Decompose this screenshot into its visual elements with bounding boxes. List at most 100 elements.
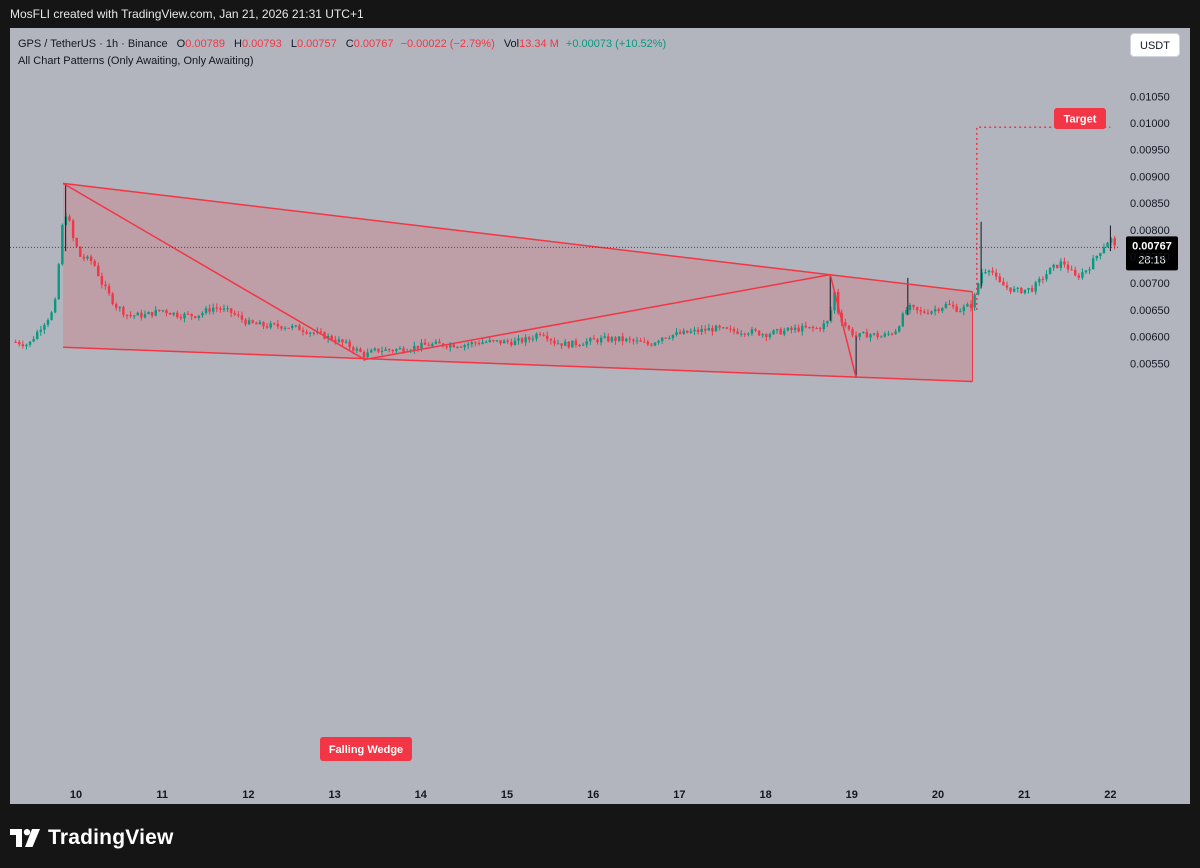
low-label: L: [290, 38, 297, 50]
candle-body: [696, 329, 700, 332]
candle-body: [215, 307, 218, 309]
candle-body: [294, 325, 298, 327]
candle-body: [686, 330, 689, 333]
change-value: −0.00022 (−2.79%): [400, 38, 495, 50]
candle-body: [578, 345, 581, 347]
candle-body: [643, 341, 646, 343]
candle-body: [797, 327, 800, 332]
candle-body: [434, 341, 438, 344]
candle-body: [352, 347, 355, 351]
symbol-label[interactable]: GPS / TetherUS · 1h · Binance: [18, 38, 168, 50]
candle-body: [844, 322, 847, 326]
y-tick-label: 0.00600: [1130, 332, 1170, 344]
candle-body: [912, 304, 915, 307]
candle-body: [646, 341, 649, 345]
candle-body: [1070, 269, 1073, 271]
candle-body: [736, 331, 739, 334]
candle-body: [150, 312, 154, 316]
candle-body: [987, 270, 991, 273]
candle-body: [804, 325, 808, 328]
candle-body: [1023, 289, 1027, 294]
candle-body: [481, 342, 484, 344]
candle-body: [596, 339, 599, 343]
candle-body: [628, 338, 632, 340]
candle-body: [143, 314, 147, 318]
candle-body: [790, 327, 793, 330]
candle-body: [495, 340, 499, 342]
candle-body: [553, 340, 556, 344]
tradingview-logo[interactable]: TradingView: [10, 823, 174, 853]
x-tick-label: 11: [156, 789, 168, 801]
candle-body: [158, 309, 161, 311]
candle-body: [1066, 264, 1070, 270]
candle-body: [79, 246, 82, 257]
candle-body: [1041, 278, 1045, 280]
candle-body: [732, 328, 736, 332]
open-value: 0.00789: [185, 38, 225, 50]
candle-body: [693, 329, 696, 332]
candle-body: [305, 331, 308, 334]
candle-body: [923, 311, 926, 313]
candle-body: [14, 341, 17, 343]
x-tick-label: 14: [415, 789, 428, 801]
candle-body: [251, 320, 254, 323]
candle-body: [1034, 282, 1037, 292]
legend-indicator-row: All Chart Patterns (Only Awaiting, Only …: [18, 53, 666, 70]
candle-body: [1095, 255, 1098, 259]
tradingview-logo-icon: [10, 829, 40, 847]
candle-body: [132, 315, 136, 317]
candle-body: [664, 337, 667, 339]
candle-body: [933, 309, 937, 312]
candle-body: [599, 337, 603, 343]
candle-body: [768, 334, 772, 338]
x-tick-label: 22: [1104, 789, 1116, 801]
candle-body: [373, 348, 377, 351]
candle-body: [607, 336, 610, 342]
candle-body: [467, 344, 470, 346]
candle-body: [944, 303, 948, 308]
candle-body: [546, 335, 549, 340]
candle-body: [1020, 287, 1023, 294]
candle-body: [1074, 269, 1077, 276]
candle-body: [1048, 267, 1052, 275]
candle-body: [499, 340, 502, 344]
volume-label: Vol: [503, 38, 520, 50]
candle-body: [1109, 238, 1113, 243]
open-label: O: [176, 38, 186, 50]
currency-button[interactable]: USDT: [1130, 33, 1180, 57]
candle-body: [413, 345, 416, 351]
candle-body: [829, 310, 833, 322]
candle-body: [567, 341, 570, 348]
indicator-label[interactable]: All Chart Patterns (Only Awaiting, Only …: [18, 55, 254, 67]
candle-body: [28, 341, 32, 345]
y-tick-label: 0.00800: [1130, 225, 1170, 237]
candle-body: [1099, 253, 1102, 256]
candle-body: [614, 337, 617, 341]
candle-body: [176, 312, 179, 318]
candle-body: [898, 326, 901, 332]
candle-body: [387, 349, 391, 351]
candle-body: [811, 326, 815, 329]
candle-body: [783, 330, 786, 335]
candle-body: [729, 328, 732, 330]
high-value: 0.00793: [242, 38, 282, 50]
candle-body: [168, 312, 172, 315]
header-bar: MosFLI created with TradingView.com, Jan…: [0, 0, 1200, 28]
candle-body: [1030, 287, 1034, 292]
candle-body: [632, 339, 635, 342]
candle-body: [384, 349, 387, 351]
candle-body: [420, 342, 423, 349]
candle-body: [528, 337, 531, 340]
candle-body: [398, 348, 402, 350]
candle-body: [876, 333, 879, 338]
candle-body: [86, 256, 89, 259]
candle-body: [298, 325, 301, 331]
candle-body: [229, 308, 233, 313]
candle-body: [125, 314, 129, 316]
chart-area[interactable]: Target Falling Wedge 0.00767 28:18 0.01050 0…: [10, 28, 1190, 804]
y-tick-label: 0.00750: [1130, 252, 1170, 264]
wedge-lower-line: [63, 346, 973, 383]
close-value: 0.00767: [353, 38, 394, 50]
candle-body: [43, 324, 46, 330]
